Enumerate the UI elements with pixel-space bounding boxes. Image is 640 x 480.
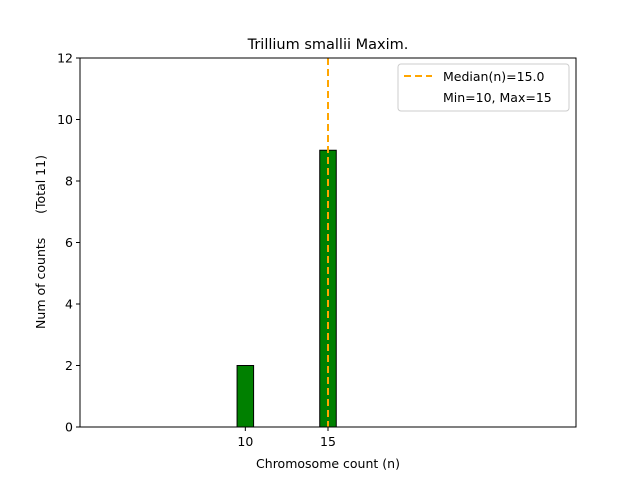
y-tick-label: 2	[65, 358, 73, 373]
x-axis-label: Chromosome count (n)	[256, 456, 400, 471]
legend-box	[397, 63, 570, 112]
y-tick-label: 0	[65, 420, 73, 435]
y-axis-label: Num of counts (Total 11)	[33, 155, 48, 329]
y-tick-label: 12	[57, 51, 73, 66]
y-tick-label: 4	[65, 297, 73, 312]
chart-title: Trillium smallii Maxim.	[247, 37, 409, 53]
bar	[236, 365, 255, 428]
y-tick-label: 8	[65, 174, 73, 189]
y-axis-ticks: 0 2 4 6 8 10 12	[57, 51, 80, 435]
y-tick-label: 6	[65, 235, 73, 250]
x-tick-label: 10	[237, 434, 253, 449]
legend: Median(n)=15.0 Min=10, Max=15	[397, 63, 570, 112]
bars-group	[80, 149, 386, 428]
x-tick-label: 15	[320, 434, 336, 449]
legend-entry-median: Median(n)=15.0	[443, 69, 544, 84]
legend-entry-minmax: Min=10, Max=15	[443, 90, 552, 105]
x-axis-ticks: 10 15	[237, 427, 336, 449]
y-tick-label: 10	[57, 112, 73, 127]
